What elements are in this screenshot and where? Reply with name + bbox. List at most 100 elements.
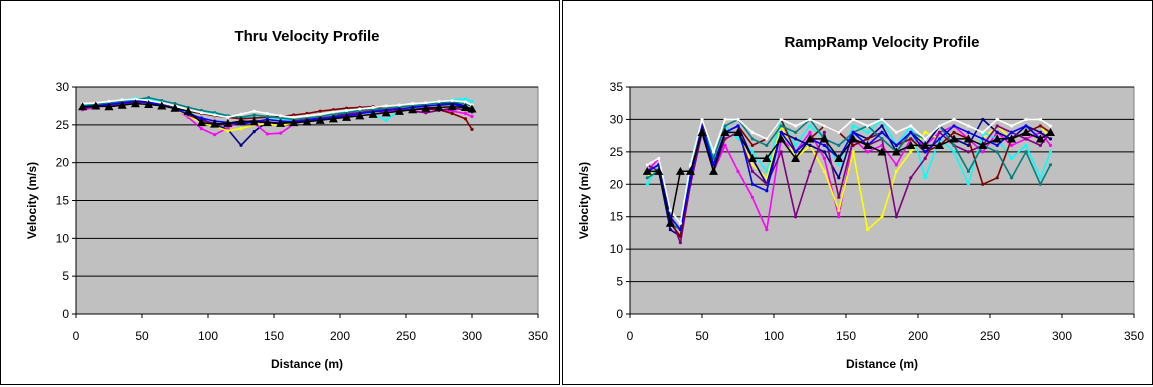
data-point xyxy=(909,124,913,128)
data-point xyxy=(894,143,898,147)
data-point xyxy=(437,99,441,103)
data-point xyxy=(1038,124,1042,128)
x-tick-label: 200 xyxy=(330,329,350,343)
data-point xyxy=(791,153,801,162)
data-point xyxy=(133,97,137,101)
y-tick-label: 30 xyxy=(56,80,70,94)
data-point xyxy=(331,112,335,116)
data-point xyxy=(822,156,826,160)
data-point xyxy=(1024,124,1028,128)
data-point xyxy=(147,95,151,100)
y-tick-label: 15 xyxy=(56,194,70,208)
data-point xyxy=(851,117,855,122)
data-point xyxy=(736,117,740,122)
data-point xyxy=(397,103,401,107)
data-point xyxy=(665,218,675,227)
y-axis-title: Velocity (m/s) xyxy=(25,162,39,239)
y-tick-label: 15 xyxy=(610,210,624,224)
data-point xyxy=(949,134,959,143)
data-point xyxy=(747,153,757,162)
data-point xyxy=(995,150,999,154)
data-point xyxy=(91,101,101,110)
data-point xyxy=(463,97,467,101)
data-point xyxy=(723,143,727,147)
y-tick-label: 35 xyxy=(610,80,624,94)
x-tick-label: 0 xyxy=(73,329,80,343)
data-point xyxy=(700,117,704,122)
data-point xyxy=(331,110,335,114)
data-point xyxy=(236,116,246,125)
data-point xyxy=(963,134,973,143)
data-point xyxy=(289,118,299,127)
data-point xyxy=(894,130,898,134)
x-axis-title: Distance (m) xyxy=(271,357,343,371)
data-point xyxy=(371,108,375,112)
data-point xyxy=(776,134,786,143)
data-point xyxy=(463,117,467,121)
data-point xyxy=(837,176,841,180)
data-point xyxy=(107,99,111,103)
data-point xyxy=(1010,156,1014,160)
data-point xyxy=(1048,124,1053,128)
y-tick-label: 20 xyxy=(56,156,70,170)
data-point xyxy=(923,156,927,160)
data-point xyxy=(657,156,661,160)
data-point xyxy=(654,166,664,175)
data-point xyxy=(794,143,798,147)
data-point xyxy=(834,153,844,162)
data-point xyxy=(938,137,942,141)
data-point xyxy=(668,228,672,232)
data-point xyxy=(411,102,415,106)
data-point xyxy=(866,228,870,232)
data-point xyxy=(279,116,283,120)
data-point xyxy=(880,124,884,128)
data-point xyxy=(292,115,296,119)
data-point xyxy=(239,112,243,116)
data-point xyxy=(851,143,855,147)
data-point xyxy=(866,130,870,134)
y-tick-label: 30 xyxy=(610,112,624,126)
data-point xyxy=(837,208,841,212)
data-point xyxy=(981,137,985,141)
data-point xyxy=(750,163,754,167)
data-point xyxy=(938,130,942,134)
data-point xyxy=(794,130,798,134)
data-point xyxy=(678,228,682,232)
data-point xyxy=(765,189,769,193)
data-point xyxy=(837,215,841,219)
y-tick-label: 0 xyxy=(62,307,69,321)
data-point xyxy=(315,115,325,124)
data-point xyxy=(938,124,942,128)
data-point xyxy=(460,102,470,112)
data-point xyxy=(822,150,826,154)
data-point xyxy=(822,130,826,134)
data-point xyxy=(1010,124,1014,128)
data-point xyxy=(992,134,1002,143)
data-point xyxy=(837,130,841,134)
data-point xyxy=(358,107,362,111)
data-point xyxy=(920,140,930,149)
data-point xyxy=(1010,130,1014,134)
data-point xyxy=(966,150,970,154)
data-point xyxy=(1007,134,1017,143)
data-point xyxy=(981,182,985,186)
y-tick-label: 10 xyxy=(610,242,624,256)
data-point xyxy=(1010,143,1014,147)
data-point xyxy=(331,108,335,112)
data-point xyxy=(355,111,365,120)
data-point xyxy=(750,150,754,154)
data-point xyxy=(408,105,418,114)
x-tick-label: 150 xyxy=(264,329,284,343)
data-point xyxy=(1024,117,1028,122)
data-point xyxy=(877,147,887,156)
y-axis-title: Velocity (m/s) xyxy=(577,162,591,239)
data-point xyxy=(952,117,956,122)
data-point xyxy=(837,195,841,199)
data-point xyxy=(265,114,269,119)
data-point xyxy=(371,105,375,110)
data-point xyxy=(750,130,754,134)
data-point xyxy=(851,124,855,128)
chart-title: Thru Velocity Profile xyxy=(234,28,379,45)
data-point xyxy=(467,104,477,113)
